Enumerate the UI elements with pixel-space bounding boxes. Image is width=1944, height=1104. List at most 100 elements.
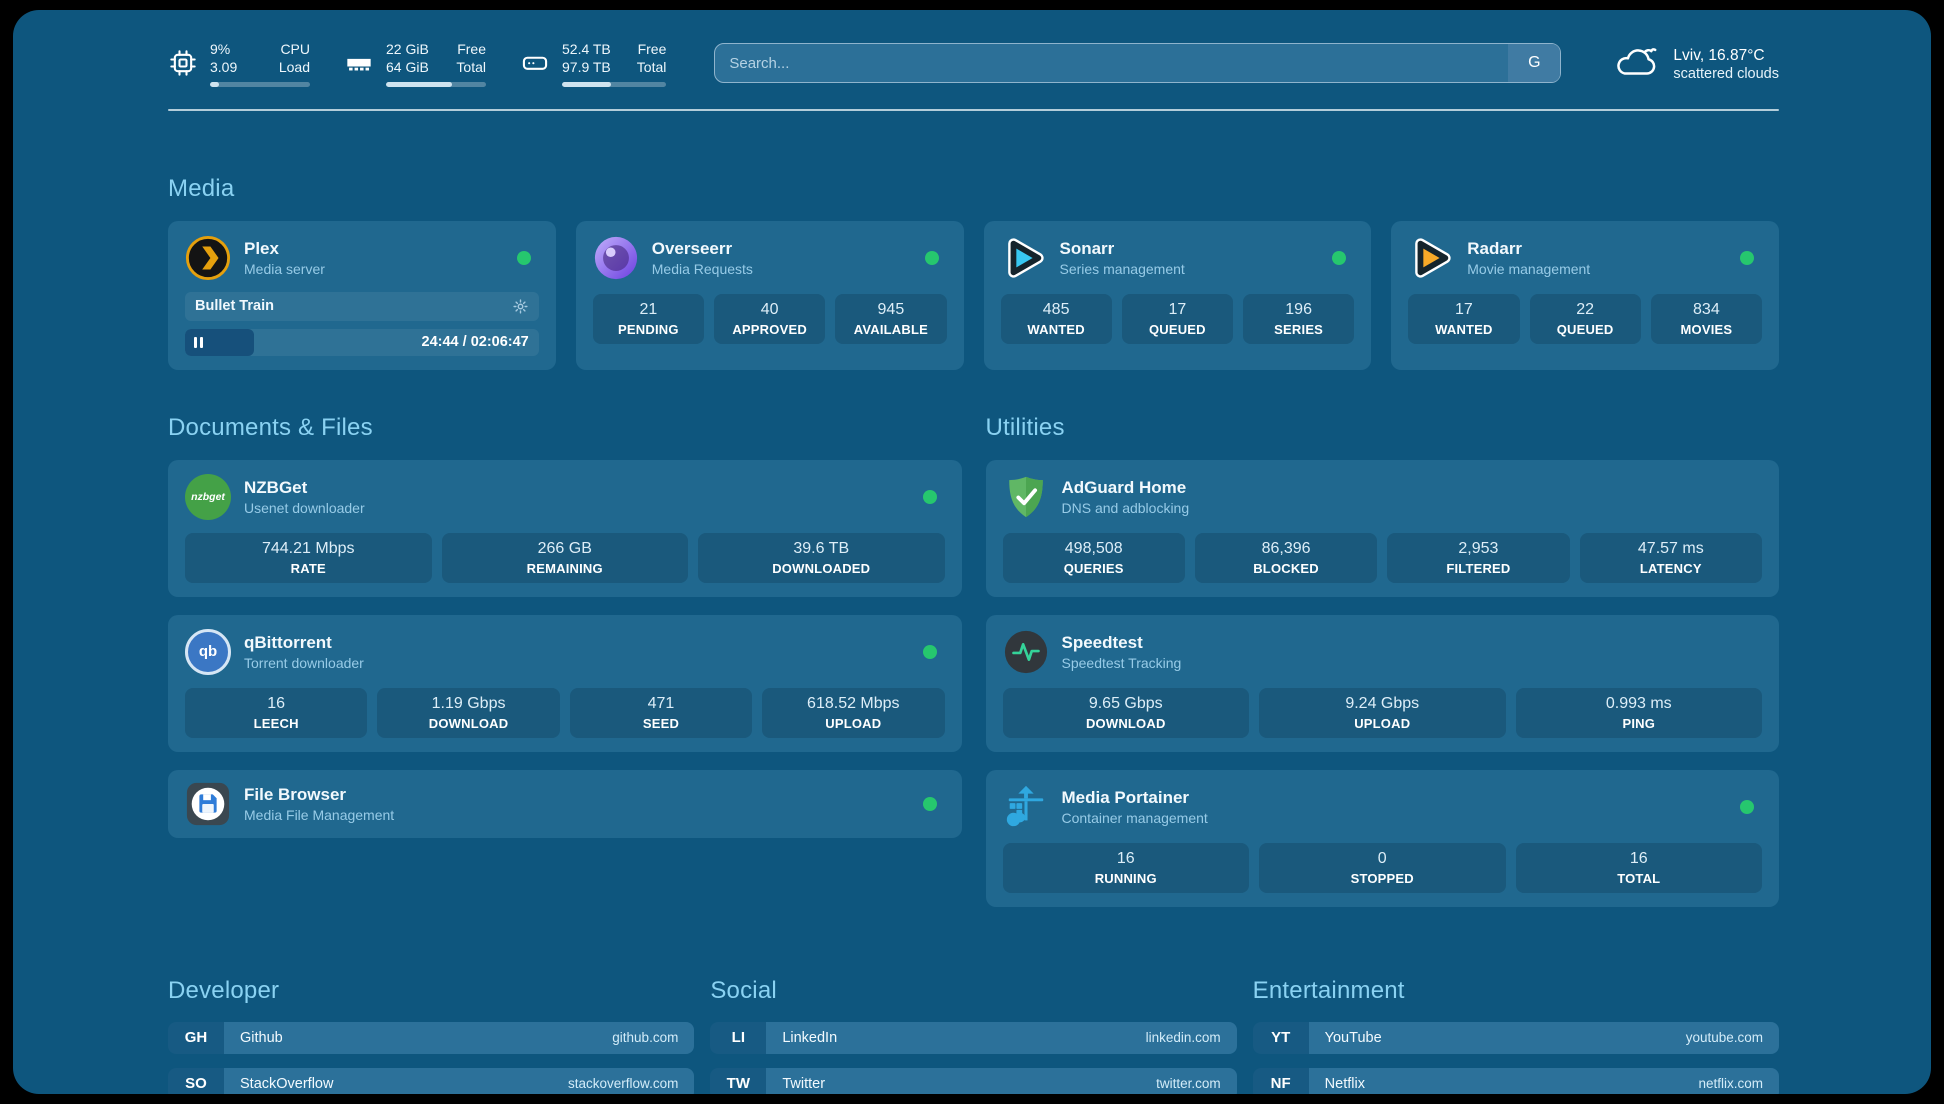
link-twitter[interactable]: TW Twitter twitter.com <box>710 1067 1237 1094</box>
app-subtitle: Media server <box>244 260 325 277</box>
stat-downloaded: 39.6 TB DOWNLOADED <box>698 532 945 583</box>
app-card-portainer[interactable]: Media Portainer Container management 16 … <box>985 769 1779 907</box>
app-subtitle: Torrent downloader <box>244 654 364 671</box>
app-card-overseerr[interactable]: Overseerr Media Requests 21 PENDING 40 A… <box>575 220 964 370</box>
stat-movies: 834 MOVIES <box>1650 293 1762 344</box>
weather-condition: scattered clouds <box>1673 66 1779 83</box>
app-subtitle: DNS and adblocking <box>1061 499 1190 516</box>
app-subtitle: Media File Management <box>244 806 395 823</box>
memory-free-label: Free <box>457 41 486 57</box>
app-name: AdGuard Home <box>1061 477 1187 497</box>
search-engine-button[interactable]: G <box>1508 44 1561 83</box>
app-subtitle: Speedtest Tracking <box>1061 654 1182 671</box>
settings-icon[interactable] <box>512 298 529 315</box>
cpu-progress-bar <box>210 81 310 87</box>
disk-free-label: Free <box>637 41 667 57</box>
stat-rate: 744.21 Mbps RATE <box>185 532 432 583</box>
stat-ping: 0.993 ms PING <box>1515 687 1762 738</box>
entertainment-links-group: Entertainment YT YouTube youtube.com NF … <box>1252 976 1779 1094</box>
disk-stat: 52.4 TB 97.9 TB Free Total <box>520 40 667 87</box>
app-card-qbittorrent[interactable]: qb qBittorrent Torrent downloader 16 LEE… <box>168 614 962 752</box>
link-stackoverflow[interactable]: SO StackOverflow stackoverflow.com <box>168 1067 695 1094</box>
stat-queries: 498,508 QUERIES <box>1002 532 1185 583</box>
qbittorrent-icon: qb <box>185 628 231 675</box>
link-badge: TW <box>710 1067 767 1094</box>
status-dot <box>1332 250 1347 265</box>
stat-leech: 16 LEECH <box>185 687 368 738</box>
app-card-radarr[interactable]: Radarr Movie management 17 WANTED 22 QUE… <box>1391 220 1779 370</box>
disk-free-value: 52.4 TB <box>562 41 611 57</box>
cloud-icon <box>1613 43 1659 84</box>
portainer-icon <box>1003 784 1049 830</box>
top-bar: 9% 3.09 CPU Load <box>168 40 1779 87</box>
stat-queued: 17 QUEUED <box>1121 293 1233 344</box>
link-url: stackoverflow.com <box>568 1076 679 1092</box>
status-dot <box>1740 799 1754 814</box>
playback-progress-bar[interactable]: 24:44 / 02:06:47 <box>185 328 539 356</box>
link-badge: YT <box>1252 1021 1309 1054</box>
sonarr-icon <box>1001 235 1047 281</box>
app-card-nzbget[interactable]: nzbget NZBGet Usenet downloader 744.21 M… <box>168 459 962 597</box>
app-card-sonarr[interactable]: Sonarr Series management 485 WANTED 17 Q… <box>983 220 1372 370</box>
link-netflix[interactable]: NF Netflix netflix.com <box>1252 1067 1779 1094</box>
pause-icon[interactable] <box>194 336 203 348</box>
stat-upload: 9.24 Gbps UPLOAD <box>1259 687 1506 738</box>
weather-location-temp: Lviv, 16.87°C <box>1673 46 1765 64</box>
link-name: LinkedIn <box>782 1029 838 1046</box>
search-bar[interactable]: G <box>714 43 1562 84</box>
app-name: Overseerr <box>651 238 733 258</box>
ram-icon <box>344 48 374 78</box>
app-name: Plex <box>244 238 279 258</box>
app-card-filebrowser[interactable]: File Browser Media File Management <box>168 769 962 838</box>
stat-blocked: 86,396 BLOCKED <box>1194 532 1378 583</box>
link-name: Netflix <box>1324 1075 1365 1092</box>
memory-total-label: Total <box>456 59 486 76</box>
utilities-section-title: Utilities <box>985 413 1065 441</box>
app-card-plex[interactable]: Plex Media server Bullet Train <box>168 220 556 370</box>
cpu-icon <box>168 48 198 78</box>
disk-total-label: Total <box>636 59 667 76</box>
stat-series: 196 SERIES <box>1243 293 1355 344</box>
stat-total: 16 TOTAL <box>1515 842 1762 893</box>
utilities-column: Utilities AdGuard Home DNS and adblockin… <box>985 413 1779 907</box>
memory-progress-bar <box>386 81 486 87</box>
plex-icon <box>185 235 231 281</box>
app-card-speedtest[interactable]: Speedtest Speedtest Tracking 9.65 Gbps D… <box>985 614 1779 752</box>
system-stats: 9% 3.09 CPU Load <box>168 40 667 87</box>
link-name: Github <box>240 1029 283 1046</box>
stat-download: 1.19 Gbps DOWNLOAD <box>377 687 560 738</box>
app-subtitle: Movie management <box>1467 260 1591 277</box>
stat-upload: 618.52 Mbps UPLOAD <box>762 687 945 738</box>
search-input[interactable] <box>729 54 1501 72</box>
app-name: Radarr <box>1467 238 1523 258</box>
weather-widget: Lviv, 16.87°C scattered clouds <box>1613 43 1779 84</box>
status-dot <box>922 796 937 811</box>
stat-wanted: 17 WANTED <box>1408 293 1520 344</box>
app-name: NZBGet <box>244 477 308 497</box>
status-dot <box>924 250 939 265</box>
app-name: Sonarr <box>1059 238 1115 258</box>
cpu-stat: 9% 3.09 CPU Load <box>168 40 310 87</box>
disk-icon <box>520 48 550 78</box>
stat-pending: 21 PENDING <box>592 293 704 344</box>
adguard-icon <box>1003 474 1049 520</box>
stat-remaining: 266 GB REMAINING <box>441 532 688 583</box>
app-card-adguard[interactable]: AdGuard Home DNS and adblocking 498,508 … <box>985 459 1779 597</box>
link-badge: NF <box>1252 1067 1309 1094</box>
link-url: linkedin.com <box>1145 1030 1221 1046</box>
link-linkedin[interactable]: LI LinkedIn linkedin.com <box>710 1021 1237 1054</box>
social-links-group: Social LI LinkedIn linkedin.com TW Twitt… <box>710 977 1237 1094</box>
cpu-label: CPU <box>280 41 310 57</box>
stat-download: 9.65 Gbps DOWNLOAD <box>1002 687 1249 738</box>
app-name: File Browser <box>244 784 347 804</box>
entertainment-section-title: Entertainment <box>1252 976 1405 1004</box>
stat-seed: 471 SEED <box>569 687 753 738</box>
overseerr-icon <box>593 235 639 281</box>
documents-section-title: Documents & Files <box>168 413 373 441</box>
media-section-title: Media <box>168 174 235 202</box>
memory-free-value: 22 GiB <box>386 41 429 57</box>
link-url: twitter.com <box>1156 1076 1221 1092</box>
link-github[interactable]: GH Github github.com <box>168 1021 695 1054</box>
link-youtube[interactable]: YT YouTube youtube.com <box>1252 1021 1779 1054</box>
status-dot <box>516 250 531 265</box>
